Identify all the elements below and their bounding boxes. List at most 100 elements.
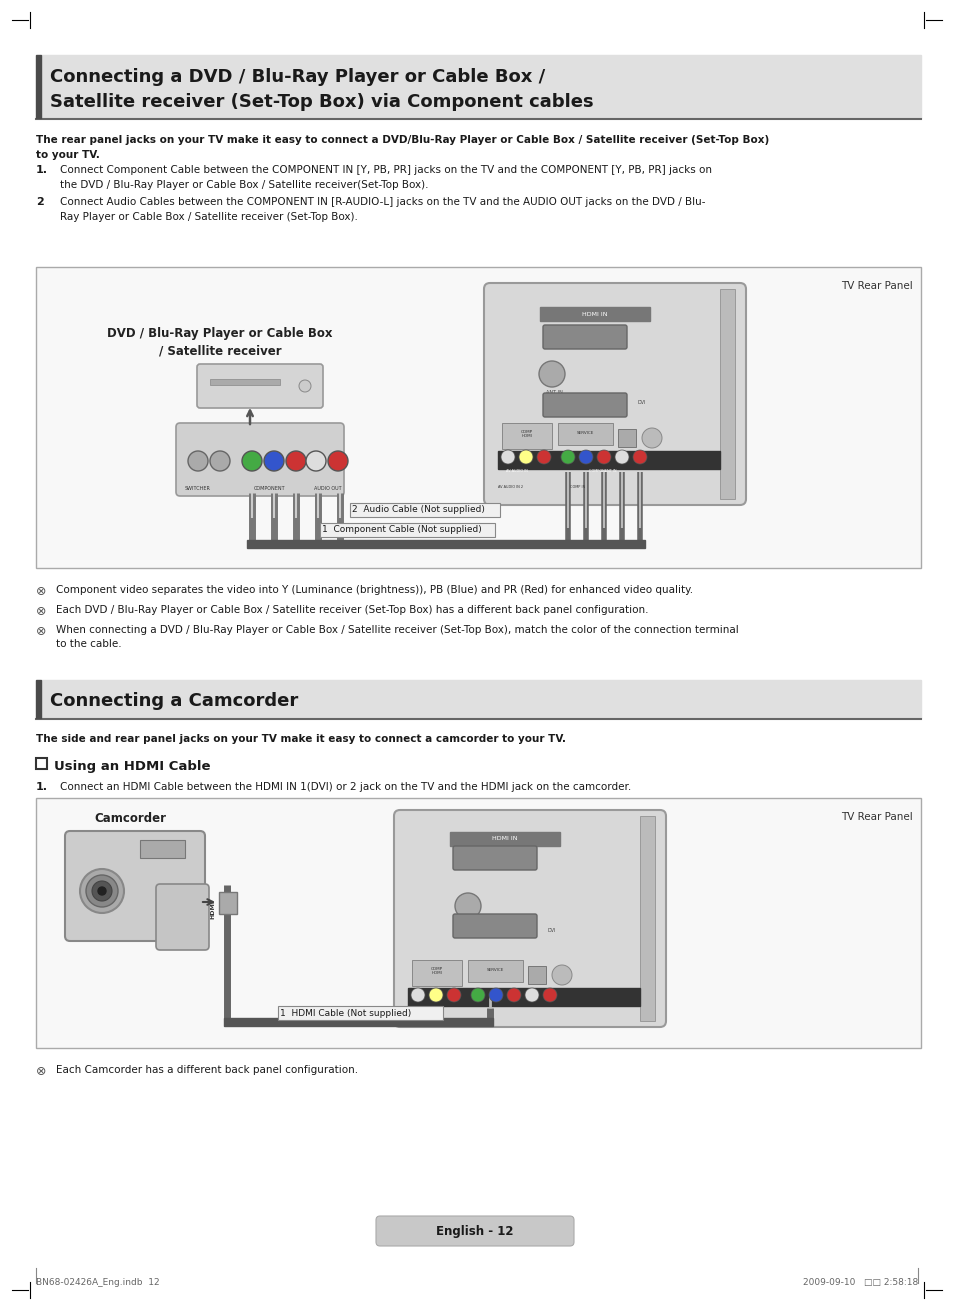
Circle shape xyxy=(306,451,326,472)
Bar xyxy=(350,503,499,517)
Circle shape xyxy=(455,893,480,920)
Circle shape xyxy=(524,988,538,1002)
FancyBboxPatch shape xyxy=(156,884,209,950)
Circle shape xyxy=(447,988,460,1002)
Text: COMPONENT: COMPONENT xyxy=(253,486,286,491)
Text: Each DVD / Blu-Ray Player or Cable Box / Satellite receiver (Set-Top Box) has a : Each DVD / Blu-Ray Player or Cable Box /… xyxy=(56,605,648,614)
Bar xyxy=(219,892,236,914)
Text: ANT IN: ANT IN xyxy=(459,920,476,925)
Text: SERVICE: SERVICE xyxy=(558,461,574,465)
Bar xyxy=(210,379,280,385)
Circle shape xyxy=(489,988,502,1002)
FancyBboxPatch shape xyxy=(65,831,205,941)
Circle shape xyxy=(298,380,311,392)
Circle shape xyxy=(91,882,112,901)
Text: TV Rear Panel: TV Rear Panel xyxy=(841,812,912,821)
Circle shape xyxy=(506,988,520,1002)
FancyBboxPatch shape xyxy=(453,846,537,870)
FancyBboxPatch shape xyxy=(542,393,626,417)
Text: ⊗: ⊗ xyxy=(36,586,47,597)
Bar xyxy=(36,267,920,569)
Text: Satellite receiver (Set-Top Box) via Component cables: Satellite receiver (Set-Top Box) via Com… xyxy=(50,93,593,111)
Text: 1.: 1. xyxy=(36,165,48,176)
Circle shape xyxy=(80,869,124,913)
Circle shape xyxy=(411,988,424,1002)
Circle shape xyxy=(210,451,230,472)
Text: Connect Audio Cables between the COMPONENT IN [R-AUDIO-L] jacks on the TV and th: Connect Audio Cables between the COMPONE… xyxy=(60,196,705,221)
Circle shape xyxy=(633,451,646,464)
Bar xyxy=(539,307,649,321)
Text: 1  HDMI Cable (Not supplied): 1 HDMI Cable (Not supplied) xyxy=(280,1009,411,1018)
Bar xyxy=(224,1018,493,1026)
Circle shape xyxy=(242,451,262,472)
Bar xyxy=(720,290,734,499)
Text: 2  Audio Cable (Not supplied): 2 Audio Cable (Not supplied) xyxy=(352,506,484,515)
FancyBboxPatch shape xyxy=(453,914,537,938)
Text: AV AUDIO IN 2: AV AUDIO IN 2 xyxy=(497,485,522,489)
Text: Camcorder: Camcorder xyxy=(94,812,166,825)
Text: EXT
AUDIO IN: EXT AUDIO IN xyxy=(644,461,660,469)
Text: Connecting a DVD / Blu-Ray Player or Cable Box /: Connecting a DVD / Blu-Ray Player or Cab… xyxy=(50,68,545,86)
Text: DVD / Blu-Ray Player or Cable Box
/ Satellite receiver: DVD / Blu-Ray Player or Cable Box / Sate… xyxy=(107,328,333,358)
Text: TV Rear Panel: TV Rear Panel xyxy=(841,282,912,291)
Bar xyxy=(36,758,47,769)
Text: ANT IN: ANT IN xyxy=(545,390,562,396)
Bar xyxy=(527,965,545,984)
Text: SWITCHER: SWITCHER xyxy=(185,486,211,491)
Text: The rear panel jacks on your TV make it easy to connect a DVD/Blu-Ray Player or : The rear panel jacks on your TV make it … xyxy=(36,135,768,160)
Text: COMPONENT IN: COMPONENT IN xyxy=(589,469,616,473)
Text: DIGITAL AUDIO OUT
(OPTICAL): DIGITAL AUDIO OUT (OPTICAL) xyxy=(599,461,634,469)
Text: ⊗: ⊗ xyxy=(36,1065,47,1078)
Text: COMP
HDMI: COMP HDMI xyxy=(501,461,513,469)
Circle shape xyxy=(560,451,575,464)
FancyBboxPatch shape xyxy=(175,423,344,496)
Bar xyxy=(501,423,552,449)
Circle shape xyxy=(597,451,610,464)
FancyBboxPatch shape xyxy=(394,810,665,1027)
FancyBboxPatch shape xyxy=(542,325,626,348)
Text: ⊗: ⊗ xyxy=(36,625,47,638)
Text: Using an HDMI Cable: Using an HDMI Cable xyxy=(54,760,211,773)
Text: Connect Component Cable between the COMPONENT IN [Y, PB, PR] jacks on the TV and: Connect Component Cable between the COMP… xyxy=(60,165,711,190)
FancyBboxPatch shape xyxy=(196,364,323,407)
Bar xyxy=(408,988,639,1006)
Text: When connecting a DVD / Blu-Ray Player or Cable Box / Satellite receiver (Set-To: When connecting a DVD / Blu-Ray Player o… xyxy=(56,625,738,648)
Circle shape xyxy=(328,451,348,472)
Text: Each Camcorder has a different back panel configuration.: Each Camcorder has a different back pane… xyxy=(56,1065,357,1076)
Text: BN68-02426A_Eng.indb  12: BN68-02426A_Eng.indb 12 xyxy=(36,1279,159,1286)
Text: AUDIO OUT: AUDIO OUT xyxy=(314,486,341,491)
FancyBboxPatch shape xyxy=(483,283,745,504)
Text: HDMI: HDMI xyxy=(210,900,214,918)
Circle shape xyxy=(98,887,106,895)
Bar xyxy=(412,960,461,986)
Bar xyxy=(558,423,613,445)
Text: DVI: DVI xyxy=(547,929,556,934)
Text: English - 12: English - 12 xyxy=(436,1225,514,1238)
Circle shape xyxy=(542,988,557,1002)
Text: ⊗: ⊗ xyxy=(36,605,47,618)
Bar xyxy=(450,832,559,846)
Text: Connecting a Camcorder: Connecting a Camcorder xyxy=(50,692,298,710)
Bar xyxy=(41,55,920,118)
Text: The side and rear panel jacks on your TV make it easy to connect a camcorder to : The side and rear panel jacks on your TV… xyxy=(36,734,565,744)
Text: Connect an HDMI Cable between the HDMI IN 1(DVI) or 2 jack on the TV and the HDM: Connect an HDMI Cable between the HDMI I… xyxy=(60,782,631,793)
Circle shape xyxy=(615,451,628,464)
Circle shape xyxy=(500,451,515,464)
Text: COMP
HDMI: COMP HDMI xyxy=(431,967,442,976)
Text: 2009-09-10   □□ 2:58:18: 2009-09-10 □□ 2:58:18 xyxy=(801,1279,917,1286)
Circle shape xyxy=(518,451,533,464)
Circle shape xyxy=(264,451,284,472)
FancyBboxPatch shape xyxy=(375,1216,574,1246)
Circle shape xyxy=(188,451,208,472)
Text: 1.: 1. xyxy=(36,782,48,793)
Bar xyxy=(140,840,185,858)
Text: 1  Component Cable (Not supplied): 1 Component Cable (Not supplied) xyxy=(322,525,481,534)
Circle shape xyxy=(537,451,551,464)
Circle shape xyxy=(286,451,306,472)
Text: HDMI IN: HDMI IN xyxy=(492,837,517,841)
Bar xyxy=(639,816,655,1020)
Text: 2: 2 xyxy=(36,196,44,207)
Bar xyxy=(319,523,495,537)
Circle shape xyxy=(552,965,572,985)
Text: Component video separates the video into Y (Luminance (brightness)), PB (Blue) a: Component video separates the video into… xyxy=(56,586,693,595)
